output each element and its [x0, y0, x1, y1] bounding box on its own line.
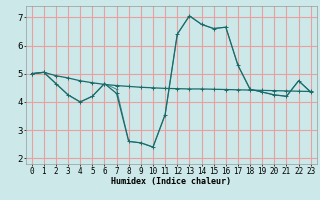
X-axis label: Humidex (Indice chaleur): Humidex (Indice chaleur): [111, 177, 231, 186]
